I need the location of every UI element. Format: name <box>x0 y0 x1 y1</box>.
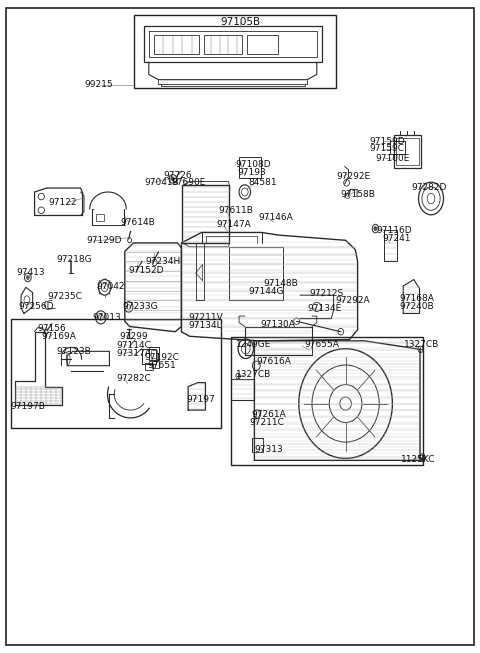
Text: 97123B: 97123B <box>57 347 91 357</box>
Text: 97233G: 97233G <box>122 302 158 311</box>
Text: 97292E: 97292E <box>336 172 370 181</box>
Text: 97041B: 97041B <box>144 178 179 187</box>
Text: 97614B: 97614B <box>120 217 155 227</box>
Text: 97168A: 97168A <box>399 294 434 303</box>
Text: 1125KC: 1125KC <box>401 455 436 464</box>
Text: 97282D: 97282D <box>412 183 447 192</box>
Text: 97130A: 97130A <box>260 320 295 329</box>
Bar <box>134 15 336 88</box>
Text: 97192C: 97192C <box>144 353 179 362</box>
Bar <box>149 347 159 360</box>
Text: 97256D: 97256D <box>18 302 54 311</box>
Text: 97690E: 97690E <box>171 178 205 187</box>
Text: 97193: 97193 <box>238 168 266 177</box>
Bar <box>96 214 104 221</box>
Text: 97108D: 97108D <box>235 160 271 169</box>
Text: 97144G: 97144G <box>249 287 284 296</box>
Text: 97134E: 97134E <box>307 304 341 313</box>
Text: 97282C: 97282C <box>116 374 151 383</box>
Text: 97234H: 97234H <box>145 257 180 266</box>
Bar <box>229 247 283 300</box>
Bar <box>142 349 156 364</box>
Text: 84581: 84581 <box>249 178 277 187</box>
Bar <box>182 185 229 243</box>
Text: 97013: 97013 <box>92 313 121 322</box>
Text: 97147A: 97147A <box>216 220 251 229</box>
Text: 97114C: 97114C <box>116 341 151 350</box>
Text: 97148B: 97148B <box>263 279 298 288</box>
Text: 97212S: 97212S <box>310 289 344 298</box>
Text: 97317A: 97317A <box>116 349 151 358</box>
Bar <box>394 135 421 168</box>
Text: 1327CB: 1327CB <box>404 340 439 349</box>
Text: 97292A: 97292A <box>335 296 370 305</box>
Bar <box>11 319 221 428</box>
Text: 97159D: 97159D <box>370 136 405 146</box>
Text: 97197B: 97197B <box>11 402 46 411</box>
Text: 97299: 97299 <box>119 332 148 342</box>
Text: 97651: 97651 <box>147 361 176 370</box>
Text: 97152D: 97152D <box>129 266 164 276</box>
Ellipse shape <box>26 276 29 279</box>
Text: 97611B: 97611B <box>218 206 253 215</box>
Text: 97134L: 97134L <box>188 321 222 330</box>
Text: 97158B: 97158B <box>341 190 376 199</box>
Text: 97042: 97042 <box>96 281 124 291</box>
Text: 97413: 97413 <box>16 268 45 278</box>
Text: 97169A: 97169A <box>41 332 76 342</box>
Bar <box>390 141 405 154</box>
Bar <box>151 350 157 358</box>
Text: 97211C: 97211C <box>250 418 285 427</box>
Text: 1327CB: 1327CB <box>236 370 271 379</box>
Bar <box>145 363 153 370</box>
Text: 97726: 97726 <box>163 170 192 180</box>
Bar <box>239 157 261 178</box>
Text: 97211V: 97211V <box>188 313 223 322</box>
Bar <box>204 35 242 54</box>
Bar <box>231 337 423 465</box>
Text: 1249GE: 1249GE <box>236 340 272 349</box>
Text: 97159C: 97159C <box>370 144 405 153</box>
Text: 97156: 97156 <box>37 324 66 333</box>
Bar <box>384 230 397 261</box>
Text: 97241: 97241 <box>382 234 410 244</box>
Text: 97100E: 97100E <box>375 153 410 163</box>
Text: 97240B: 97240B <box>399 302 434 311</box>
Text: 97313: 97313 <box>254 445 283 454</box>
Text: 97218G: 97218G <box>57 255 92 264</box>
Text: 97129D: 97129D <box>86 236 122 246</box>
Bar <box>252 438 263 452</box>
Text: 97146A: 97146A <box>258 213 293 222</box>
Text: 97261A: 97261A <box>252 409 286 419</box>
Bar <box>152 361 159 368</box>
Text: 97105B: 97105B <box>220 17 260 27</box>
Text: 97655A: 97655A <box>305 340 340 349</box>
Text: 97616A: 97616A <box>256 357 291 366</box>
Bar <box>154 35 199 54</box>
Bar <box>396 138 419 165</box>
Text: 99215: 99215 <box>84 80 113 89</box>
Bar <box>247 35 278 54</box>
Text: 97235C: 97235C <box>47 292 82 301</box>
Text: 97122: 97122 <box>48 198 76 207</box>
Ellipse shape <box>374 227 377 231</box>
Text: 97116D: 97116D <box>376 226 412 235</box>
Text: 97197: 97197 <box>186 395 215 404</box>
Ellipse shape <box>171 178 174 180</box>
